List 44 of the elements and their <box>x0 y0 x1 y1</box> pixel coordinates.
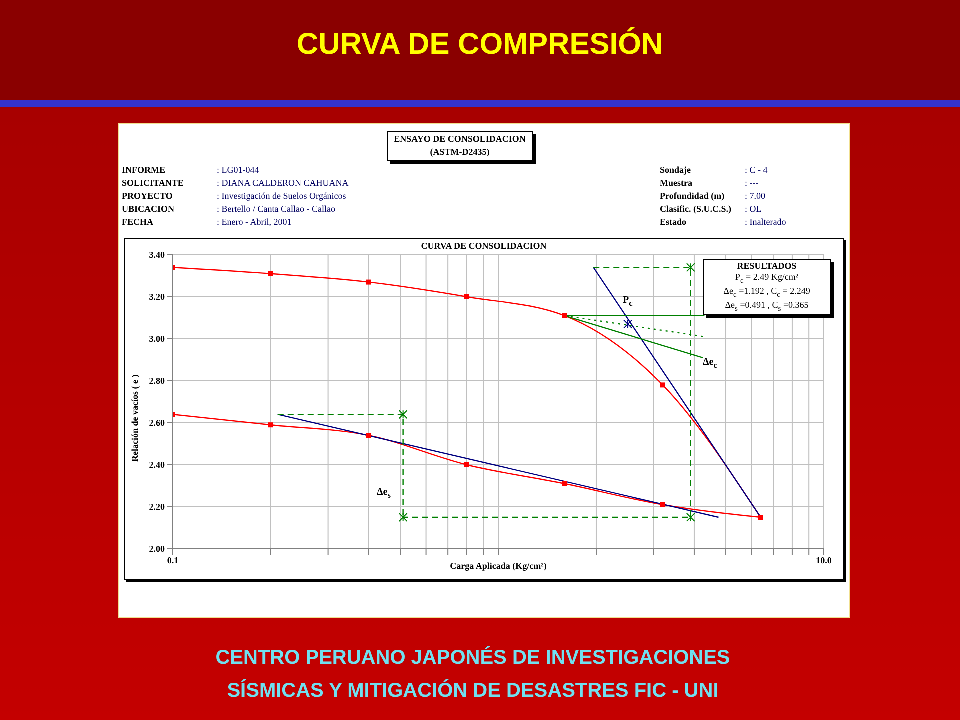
text: : C - 4 <box>745 165 768 175</box>
y-tick-label: 2.60 <box>149 418 166 428</box>
text: SÍSMICAS Y MITIGACIÓN DE DESASTRES FIC - UNI <box>227 680 719 702</box>
y-tick-label: 2.40 <box>149 460 166 470</box>
text: : DIANA CALDERON CAHUANA <box>217 178 349 188</box>
text: : LG01-044 <box>217 165 260 175</box>
heading-panel: ENSAYO DE CONSOLIDACION (ASTM-D2435) <box>387 131 533 161</box>
text: : 7.00 <box>745 191 766 201</box>
y-tick-label: 2.20 <box>149 502 166 512</box>
text: UBICACION <box>122 203 176 215</box>
text: : Bertello / Canta Callao - Callao <box>217 204 336 214</box>
annotation: Δe$_{s}$ =0.491 , C$_{s}$ =0.365 <box>725 300 809 312</box>
annotation: P$_{c}$ <box>623 295 633 308</box>
y-tick-label: 3.40 <box>149 250 166 260</box>
text: Estado <box>660 216 688 228</box>
text: : Investigación de Suelos Orgánicos <box>217 191 346 201</box>
text: : Enero - Abril, 2001 <box>217 217 292 227</box>
annotation: Δe$_{c}$ =1.192 , C$_{c}$ = 2.249 <box>724 286 810 299</box>
annotation: P$_{c}$ = 2.49 Kg/cm² <box>735 272 799 285</box>
text: : Inalterado <box>745 217 786 227</box>
y-tick-label: 3.20 <box>149 292 166 302</box>
text: : OL <box>745 204 762 214</box>
chart-subtitle: CURVA DE CONSOLIDACION <box>421 241 547 251</box>
text: Muestra <box>660 177 694 189</box>
annotation: Δe$_{s}$ <box>377 487 391 500</box>
text: SOLICITANTE <box>122 177 185 189</box>
text: FECHA <box>122 216 154 228</box>
text: Profundidad (m) <box>660 190 726 202</box>
y-axis-title: Relación de vacíos ( e ) <box>130 374 140 462</box>
x-axis-title: Carga Aplicada (Kg/cm²) <box>450 561 547 571</box>
x-tick-label: 10.0 <box>816 555 832 566</box>
annotation: Δe$_{c}$ <box>703 357 718 370</box>
x-tick-label: 0.1 <box>167 555 180 566</box>
text: CENTRO PERUANO JAPONÉS DE INVESTIGACIONES <box>216 647 730 669</box>
text: Sondaje <box>660 164 692 176</box>
y-tick-label: 2.80 <box>149 376 166 386</box>
y-tick-label: 3.00 <box>149 334 166 344</box>
text: : --- <box>745 178 759 188</box>
text: PROYECTO <box>122 190 174 202</box>
annotation: RESULTADOS <box>737 261 797 271</box>
text: INFORME <box>122 164 166 176</box>
chart-title: CURVA DE COMPRESIÓN <box>296 28 664 61</box>
text: Clasific. (S.U.C.S.) <box>660 203 732 215</box>
y-tick-label: 2.00 <box>149 544 166 554</box>
